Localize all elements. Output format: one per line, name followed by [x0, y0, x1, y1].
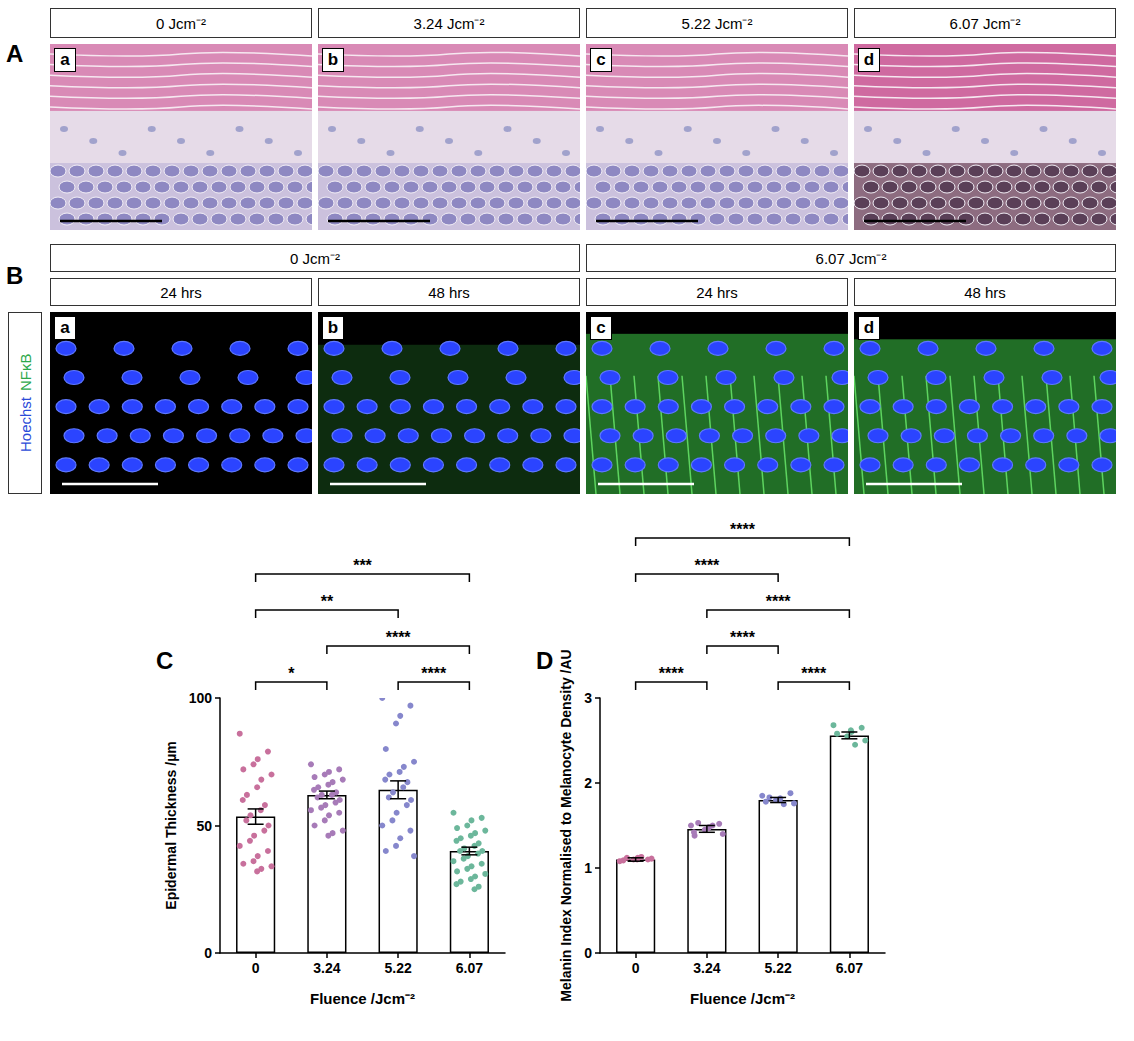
html-text:6.07 Jcm⁻²: 6.07 Jcm⁻² [815, 250, 887, 267]
html-text:3.24 Jcm⁻²: 3.24 Jcm⁻² [413, 15, 485, 32]
svg-text:3.24: 3.24 [313, 960, 340, 976]
html-text:Hoechst: Hoechst [16, 397, 34, 453]
svg-text:****: **** [730, 629, 756, 646]
svg-text:50: 50 [196, 818, 212, 834]
svg-text:1: 1 [584, 860, 592, 876]
svg-text:5.22: 5.22 [385, 960, 412, 976]
html-text:48 hrs: 48 hrs [428, 283, 470, 301]
html-text:a: a [60, 318, 70, 337]
svg-text:*: * [288, 665, 295, 682]
html-text:B: B [6, 262, 24, 289]
svg-text:6.07: 6.07 [456, 960, 483, 976]
svg-text:3.24: 3.24 [693, 960, 720, 976]
html-text:6.07 Jcm⁻²: 6.07 Jcm⁻² [949, 15, 1021, 32]
html-text:c: c [596, 50, 606, 69]
html-text:a: a [60, 50, 70, 69]
svg-text:****: **** [659, 665, 685, 682]
html-text:0 Jcm⁻²: 0 Jcm⁻² [290, 250, 340, 267]
html-text:A: A [6, 40, 24, 67]
svg-text:****: **** [694, 557, 720, 574]
svg-text:****: **** [730, 521, 756, 538]
html-text:b: b [327, 318, 339, 337]
svg-text:0: 0 [584, 945, 592, 961]
svg-text:****: **** [766, 593, 792, 610]
html-text:5.22 Jcm⁻²: 5.22 Jcm⁻² [681, 15, 753, 32]
svg-text:Fluence /Jcm⁻²: Fluence /Jcm⁻² [690, 990, 795, 1007]
html-text:48 hrs: 48 hrs [964, 283, 1006, 301]
svg-text:**: ** [321, 593, 334, 610]
html-text:24 hrs: 24 hrs [160, 283, 202, 301]
svg-text:***: *** [353, 557, 372, 574]
svg-text:C: C [156, 647, 173, 674]
html-text:d: d [863, 318, 875, 337]
svg-text:6.07: 6.07 [836, 960, 863, 976]
svg-text:3: 3 [584, 690, 592, 706]
html-text:NFκB: NFκB [16, 353, 34, 392]
html-text:c: c [596, 318, 606, 337]
html-text:24 hrs: 24 hrs [696, 283, 738, 301]
svg-text:Epidermal Thickness /µm: Epidermal Thickness /µm [163, 741, 179, 909]
svg-text:5.22: 5.22 [765, 960, 792, 976]
svg-text:Melanin Index Normalised to Me: Melanin Index Normalised to Melanocyte D… [558, 649, 574, 1001]
html-text:b: b [327, 50, 339, 69]
svg-text:2: 2 [584, 775, 592, 791]
html-text:d: d [863, 50, 875, 69]
svg-text:****: **** [421, 665, 447, 682]
svg-text:Fluence /Jcm⁻²: Fluence /Jcm⁻² [310, 990, 415, 1007]
svg-text:D: D [536, 647, 553, 674]
svg-text:0: 0 [632, 960, 640, 976]
svg-text:****: **** [801, 665, 827, 682]
svg-text:****: **** [386, 629, 412, 646]
html-text:0 Jcm⁻²: 0 Jcm⁻² [156, 15, 206, 32]
svg-text:100: 100 [189, 690, 213, 706]
svg-text:0: 0 [252, 960, 260, 976]
svg-text:0: 0 [204, 945, 212, 961]
